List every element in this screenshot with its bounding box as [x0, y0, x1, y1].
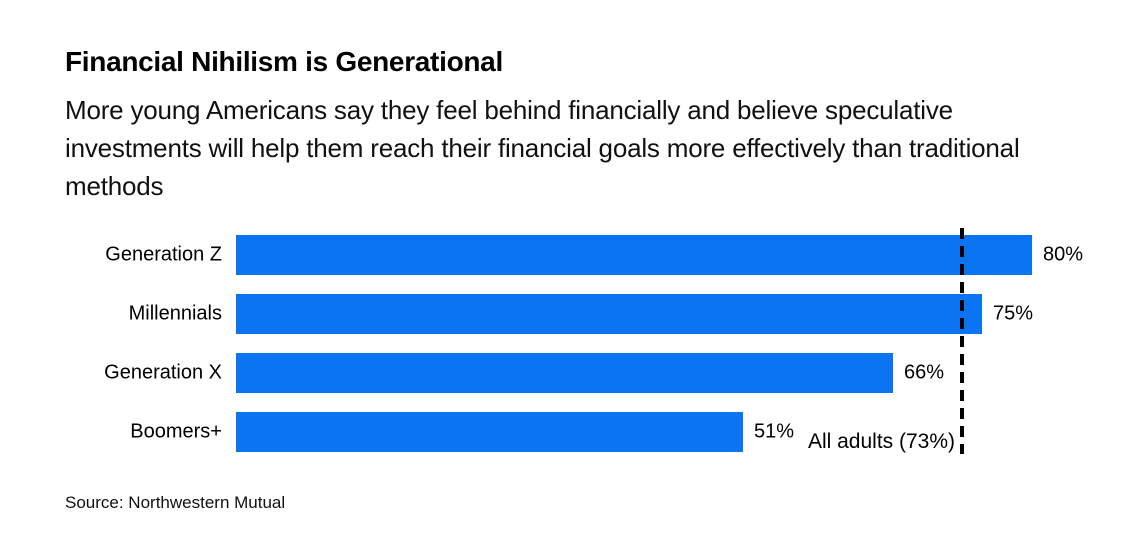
bar-row-generation-z: Generation Z 80%	[0, 235, 1146, 275]
value-label-millennials: 75%	[993, 302, 1034, 325]
bar-track: 80%	[236, 235, 1146, 275]
bar-row-boomers: Boomers+ 51%	[0, 412, 1146, 452]
bar-row-millennials: Millennials 75%	[0, 294, 1146, 334]
chart-title: Financial Nihilism is Generational	[65, 46, 503, 77]
bar-track: 66%	[236, 353, 1146, 393]
bar-track: 75%	[236, 294, 1146, 334]
category-label-millennials: Millennials	[128, 302, 222, 325]
value-label-boomers: 51%	[754, 420, 795, 443]
value-label-generation-z: 80%	[1043, 243, 1084, 266]
bar-chart: Generation Z 80% Millennials 75% Generat…	[0, 228, 1146, 460]
bar-generation-z	[236, 235, 1032, 275]
category-label-generation-x: Generation X	[104, 361, 222, 384]
bar-row-generation-x: Generation X 66%	[0, 353, 1146, 393]
bar-millennials	[236, 294, 982, 334]
chart-subtitle: More young Americans say they feel behin…	[65, 95, 1020, 201]
reference-line-all-adults	[960, 228, 964, 454]
reference-line-label: All adults (73%)	[807, 430, 955, 453]
source-attribution: Source: Northwestern Mutual	[65, 493, 286, 512]
category-label-boomers: Boomers+	[130, 420, 222, 443]
value-label-generation-x: 66%	[904, 361, 945, 384]
bar-track: 51%	[236, 412, 1146, 452]
bar-boomers	[236, 412, 743, 452]
bar-generation-x	[236, 353, 893, 393]
category-label-generation-z: Generation Z	[105, 243, 222, 266]
